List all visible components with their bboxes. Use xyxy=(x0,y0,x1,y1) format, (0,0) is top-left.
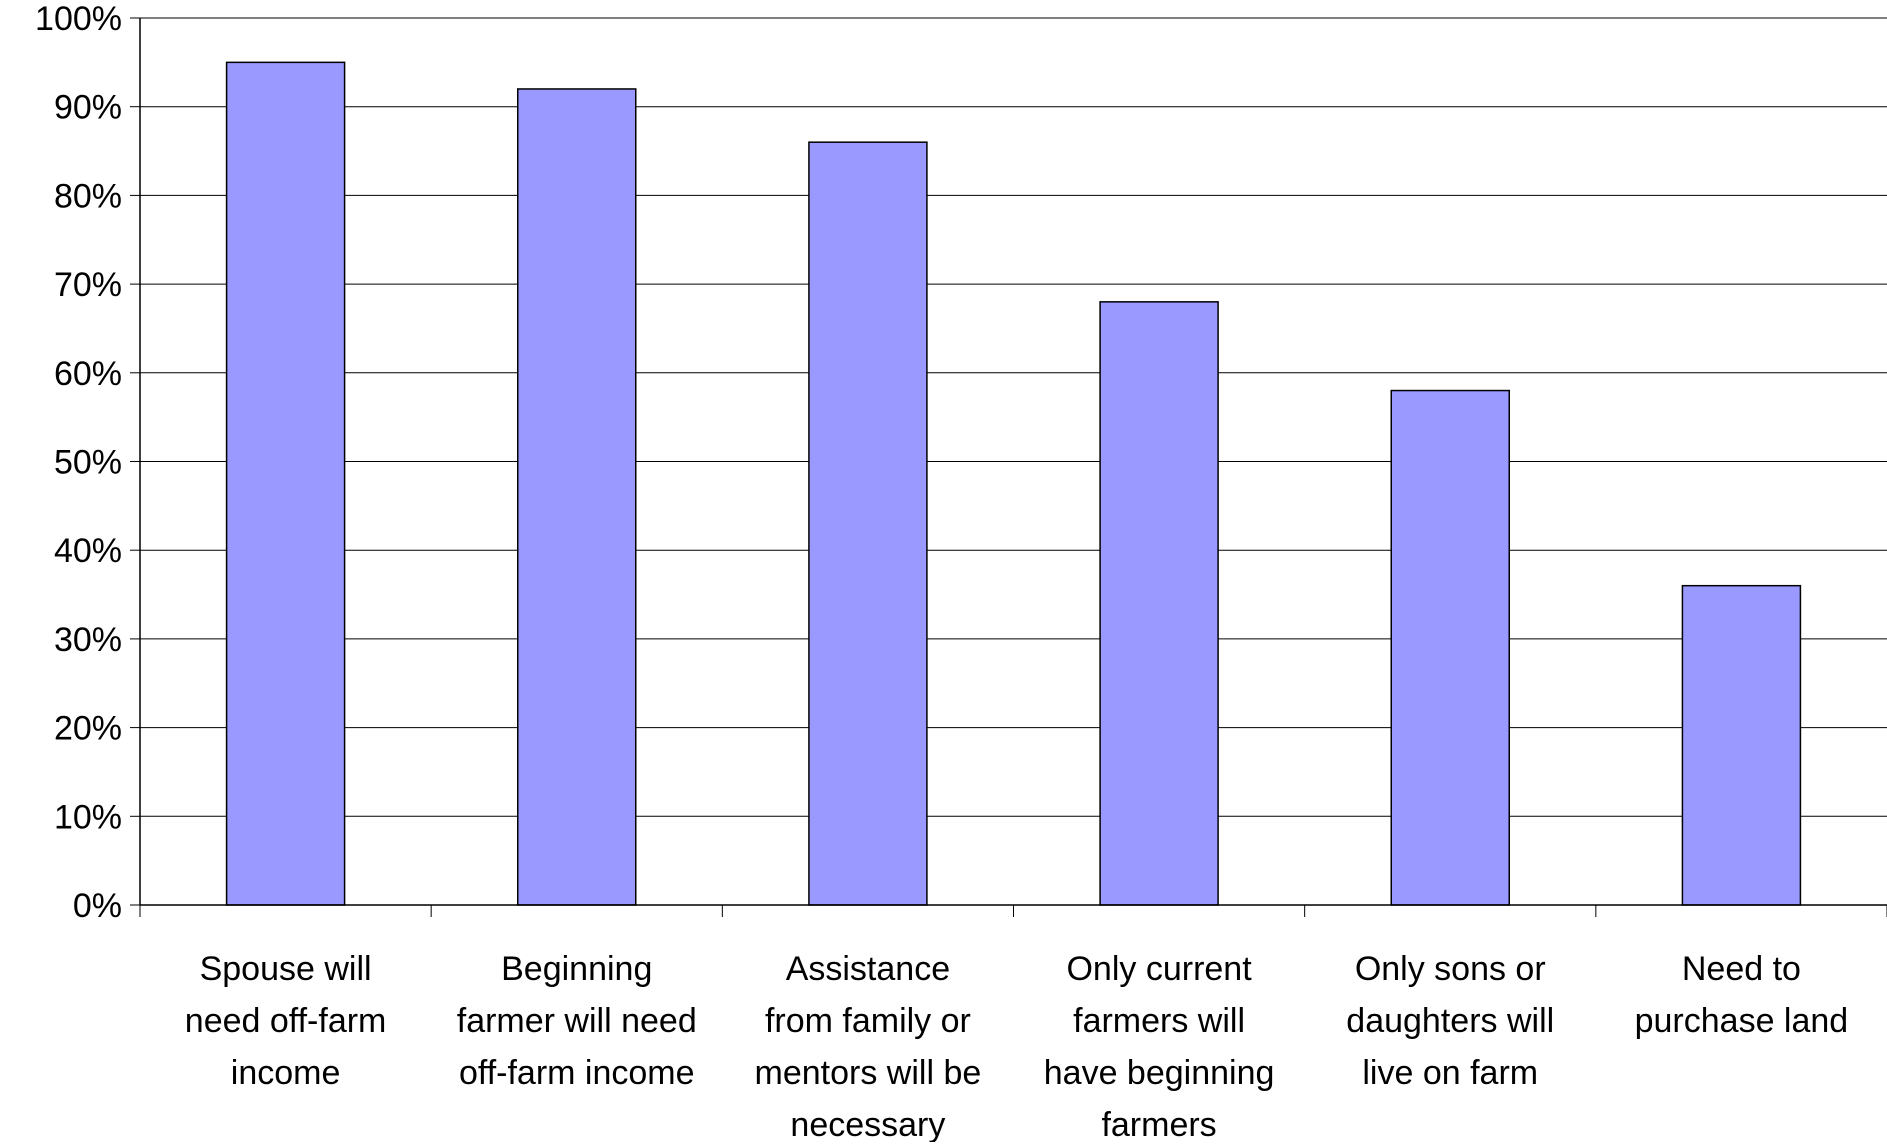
x-category-label-line: daughters will xyxy=(1346,1002,1554,1040)
x-category-labels: Spouse will need off-farm income Beginning f… xyxy=(185,950,1849,1144)
y-tick-label: 40% xyxy=(54,532,122,570)
y-tick-label: 50% xyxy=(54,444,122,482)
x-category-label-line: Only current xyxy=(1066,950,1252,988)
gridlines xyxy=(140,17,1887,817)
x-category-label-line: mentors will be xyxy=(755,1054,982,1092)
x-category-label-line: farmer will need xyxy=(457,1002,697,1040)
x-category-label-line: Spouse will xyxy=(200,950,372,988)
x-category-label-line: Beginning xyxy=(501,950,652,988)
x-category-label-line: off-farm income xyxy=(459,1054,695,1092)
bar xyxy=(1099,301,1219,906)
bars xyxy=(225,61,1802,906)
x-category-label-line: have beginning xyxy=(1044,1054,1275,1092)
x-category-label: Beginning farmer will need off-farm income xyxy=(457,950,697,1092)
x-category-label-line: farmers xyxy=(1101,1106,1216,1142)
axes xyxy=(130,17,1887,917)
bar xyxy=(225,61,346,906)
x-category-label-line: need off-farm xyxy=(185,1002,387,1040)
x-category-label-line: purchase land xyxy=(1635,1002,1849,1040)
x-category-label-line: Only sons or xyxy=(1355,950,1546,988)
x-category-label: Only sons or daughters will live on farm xyxy=(1346,950,1554,1092)
x-category-label: Assistance from family or mentors will be n… xyxy=(755,950,982,1142)
y-tick-label: 20% xyxy=(54,710,122,748)
bar xyxy=(808,141,928,906)
x-category-label: Only current farmers will have beginning fa… xyxy=(1044,950,1275,1142)
y-tick-label: 100% xyxy=(35,0,122,38)
x-category-label-line: necessary xyxy=(790,1106,945,1142)
y-tick-label: 80% xyxy=(54,177,122,215)
bar xyxy=(1390,389,1510,906)
x-category-label: Spouse will need off-farm income xyxy=(185,950,387,1092)
y-tick-label: 60% xyxy=(54,355,122,393)
y-tick-labels: 0% 10% 20% 30% 40% 50% 60% 70% 80% 90% 100% xyxy=(35,0,122,925)
x-category-label: Need to purchase land xyxy=(1635,950,1849,1040)
x-category-label-line: farmers will xyxy=(1073,1002,1245,1040)
bar xyxy=(1681,584,1802,906)
x-category-label-line: live on farm xyxy=(1362,1054,1538,1092)
y-tick-label: 0% xyxy=(73,887,122,925)
x-category-label-line: income xyxy=(231,1054,341,1092)
x-category-label-line: from family or xyxy=(765,1002,971,1040)
y-tick-label: 90% xyxy=(54,89,122,127)
y-tick-label: 10% xyxy=(54,798,122,836)
bar xyxy=(517,88,637,906)
y-tick-label: 30% xyxy=(54,621,122,659)
y-tick-label: 70% xyxy=(54,266,122,304)
x-category-label-line: Need to xyxy=(1682,950,1801,988)
x-category-label-line: Assistance xyxy=(786,950,950,988)
